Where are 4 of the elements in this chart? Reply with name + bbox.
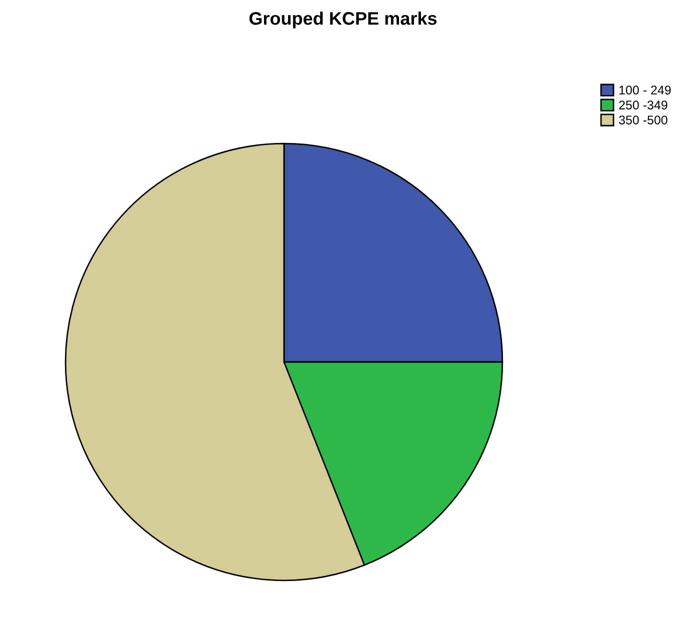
chart-title: Grouped KCPE marks — [249, 12, 437, 28]
legend-label: 250 -349 — [619, 100, 668, 110]
legend-label: 350 -500 — [618, 116, 668, 124]
legend-label: 100 - 249 — [619, 86, 671, 95]
